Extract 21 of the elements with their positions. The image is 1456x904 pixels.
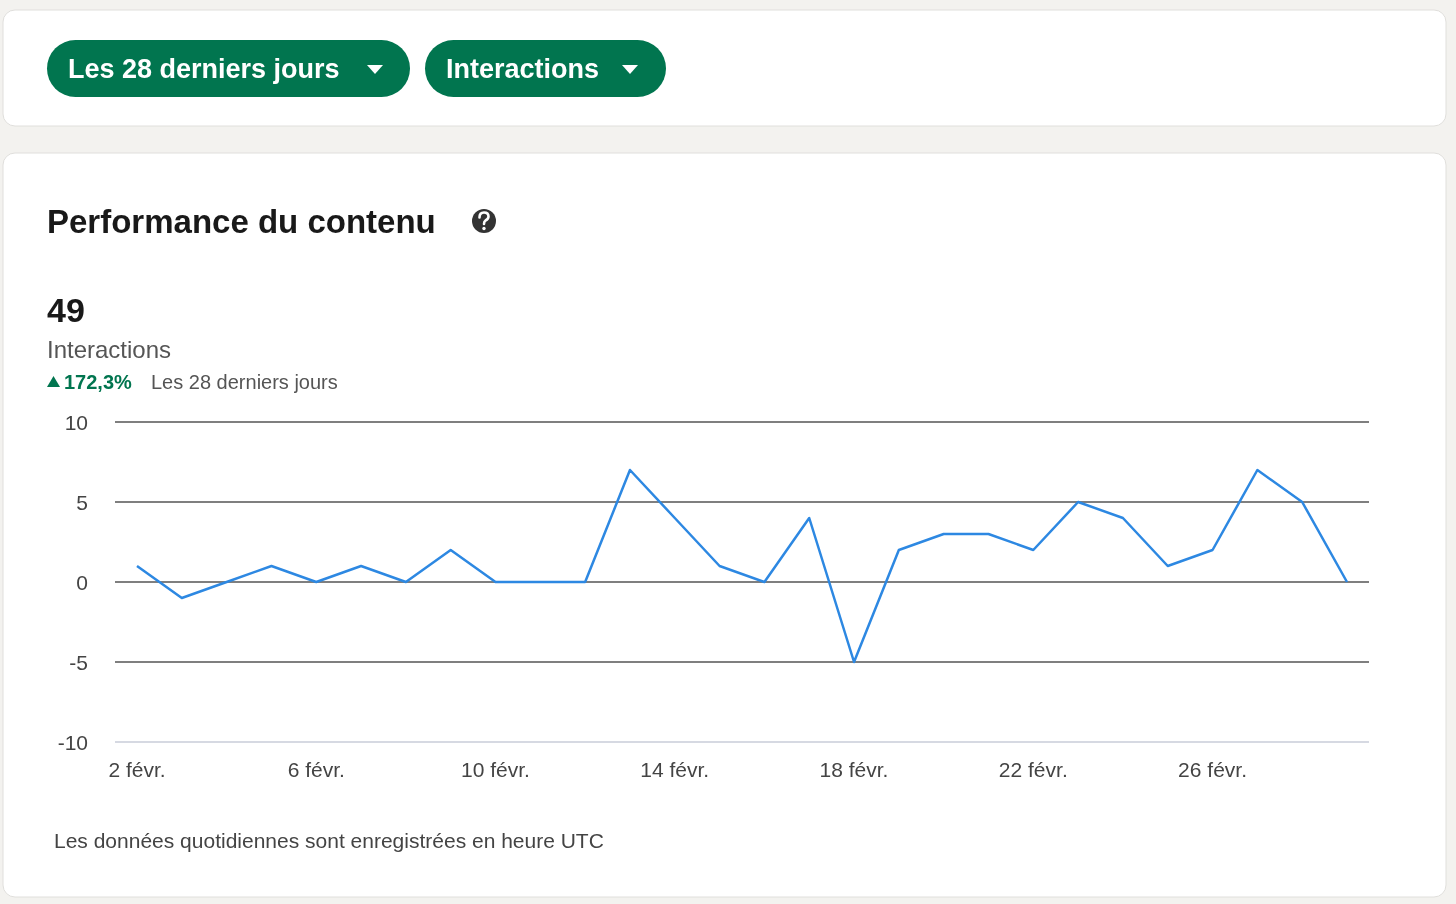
x-tick-label: 2 févr. (108, 758, 166, 781)
x-tick-label: 26 févr. (1178, 758, 1247, 781)
metric-dropdown: Interactions (425, 40, 666, 97)
text: Les 28 derniers jours (151, 371, 338, 393)
y-tick-label: 10 (64, 411, 88, 434)
y-tick-label: -5 (69, 651, 88, 674)
period-dropdown: Les 28 derniers jours (47, 40, 410, 97)
text: 172,3% (64, 371, 133, 393)
line-series (135, 468, 1349, 664)
x-tick-label: 10 févr. (461, 758, 530, 781)
text: Interactions (47, 336, 172, 363)
y-tick-label: -10 (57, 731, 88, 754)
y-tick-label: 5 (76, 491, 88, 514)
x-tick-label: 6 févr. (287, 758, 345, 781)
chart-title: Performance du contenu (47, 203, 436, 240)
y-tick-label: 0 (76, 571, 88, 594)
text: 49 (47, 291, 85, 329)
x-tick-label: 22 févr. (998, 758, 1068, 781)
x-tick-label: 18 févr. (819, 758, 889, 781)
text: Les données quotidiennes sont enregistrées en heure UTC (54, 829, 604, 852)
x-tick-label: 14 févr. (640, 758, 710, 781)
